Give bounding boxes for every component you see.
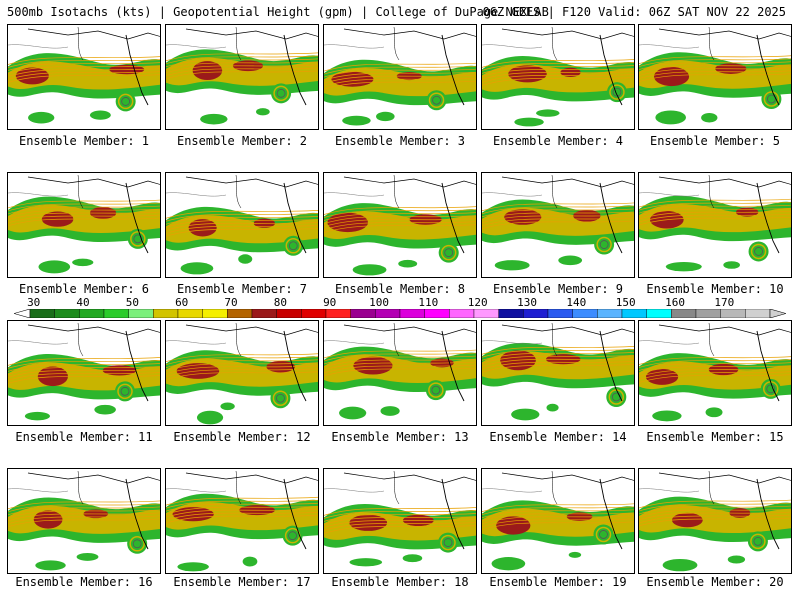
colorbar-tick-label: 140 xyxy=(566,296,587,309)
ensemble-member-label: Ensemble Member: 14 xyxy=(489,430,627,444)
ensemble-member-label: Ensemble Member: 17 xyxy=(173,575,311,589)
colorbar-tick-label: 130 xyxy=(517,296,537,309)
ensemble-member-label: Ensemble Member: 11 xyxy=(15,430,153,444)
ensemble-member-map xyxy=(323,172,477,278)
ensemble-member-label: Ensemble Member: 13 xyxy=(331,430,469,444)
ensemble-member-map xyxy=(7,24,161,130)
colorbar-tick-label: 30 xyxy=(27,296,41,309)
ensemble-member-label: Ensemble Member: 7 xyxy=(176,282,308,296)
colorbar-tick-label: 60 xyxy=(175,296,189,309)
ensemble-member-map xyxy=(7,320,161,426)
map-title: 500mb Isotachs (kts) | Geopotential Heig… xyxy=(7,5,549,19)
colorbar-tick-label: 50 xyxy=(125,296,139,309)
ensemble-member-label: Ensemble Member: 1 xyxy=(18,134,150,148)
ensemble-member-map xyxy=(323,468,477,574)
ensemble-member-map xyxy=(323,320,477,426)
ensemble-member-map xyxy=(481,320,635,426)
ensemble-member-map xyxy=(638,468,792,574)
ensemble-member-label: Ensemble Member: 5 xyxy=(649,134,781,148)
ensemble-member-map xyxy=(165,24,319,130)
ensemble-member-label: Ensemble Member: 8 xyxy=(334,282,466,296)
colorbar-tick-label: 160 xyxy=(665,296,685,309)
colorbar-tick-label: 150 xyxy=(615,296,636,309)
ensemble-member-map xyxy=(638,24,792,130)
colorbar-tick-label: 70 xyxy=(224,296,238,309)
colorbar-tick-label: 110 xyxy=(418,296,439,309)
ensemble-member-label: Ensemble Member: 10 xyxy=(646,282,784,296)
ensemble-member-map xyxy=(638,320,792,426)
ensemble-member-map xyxy=(323,24,477,130)
run-info: 06Z GEFS | F120 Valid: 06Z SAT NOV 22 20… xyxy=(482,5,786,19)
ensemble-member-map xyxy=(165,172,319,278)
ensemble-member-map xyxy=(7,468,161,574)
ensemble-member-label: Ensemble Member: 18 xyxy=(331,575,469,589)
ensemble-member-map xyxy=(481,172,635,278)
ensemble-member-map xyxy=(481,468,635,574)
ensemble-member-label: Ensemble Member: 19 xyxy=(489,575,627,589)
colorbar-tick-label: 40 xyxy=(76,296,90,309)
ensemble-member-map xyxy=(165,320,319,426)
ensemble-member-map xyxy=(7,172,161,278)
colorbar-tick-label: 170 xyxy=(714,296,735,309)
ensemble-member-map xyxy=(638,172,792,278)
ensemble-member-map xyxy=(165,468,319,574)
ensemble-member-label: Ensemble Member: 16 xyxy=(15,575,153,589)
ensemble-member-label: Ensemble Member: 9 xyxy=(492,282,624,296)
ensemble-member-map xyxy=(481,24,635,130)
colorbar-tick-label: 90 xyxy=(323,296,337,309)
colorbar-tick-label: 120 xyxy=(467,296,488,309)
colorbar-tick-label: 100 xyxy=(369,296,389,309)
colorbar-tick-label: 80 xyxy=(273,296,287,309)
isotach-colorbar xyxy=(14,309,786,318)
ensemble-member-label: Ensemble Member: 3 xyxy=(334,134,466,148)
ensemble-member-label: Ensemble Member: 12 xyxy=(173,430,311,444)
ensemble-member-label: Ensemble Member: 6 xyxy=(18,282,150,296)
ensemble-member-label: Ensemble Member: 20 xyxy=(646,575,784,589)
ensemble-member-label: Ensemble Member: 2 xyxy=(176,134,308,148)
ensemble-member-label: Ensemble Member: 4 xyxy=(492,134,624,148)
ensemble-member-label: Ensemble Member: 15 xyxy=(646,430,784,444)
